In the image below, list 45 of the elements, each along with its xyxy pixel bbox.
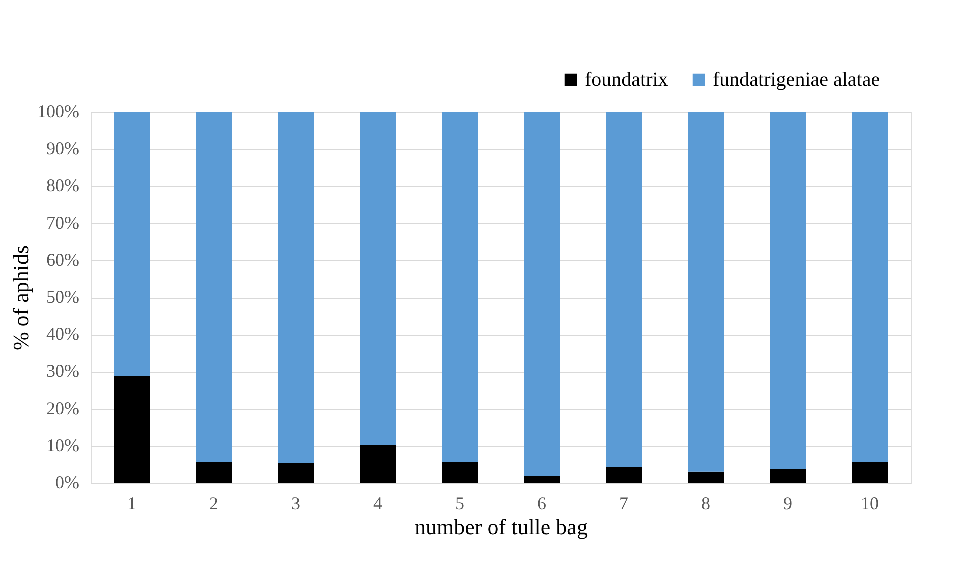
- x-tick-label: 2: [210, 494, 218, 514]
- y-tick-label: 40%: [46, 324, 80, 344]
- bar: [852, 112, 888, 462]
- x-tick-label: 7: [620, 494, 628, 514]
- y-tick-label: 80%: [46, 176, 80, 196]
- bar: [770, 469, 806, 483]
- y-tick-label: 30%: [46, 361, 80, 382]
- bar: [524, 476, 560, 483]
- legend-label: foundatrix: [585, 69, 668, 91]
- bar: [442, 112, 478, 462]
- x-tick-label: 4: [374, 494, 382, 514]
- y-tick-label: 0%: [56, 472, 80, 492]
- bar: [688, 472, 724, 483]
- y-tick-label: 90%: [46, 138, 80, 159]
- bar: [606, 112, 642, 468]
- bar: [852, 462, 888, 483]
- y-tick-label: 70%: [46, 212, 80, 233]
- y-tick-label: 50%: [46, 287, 80, 307]
- legend-label: fundatrigeniae alatae: [713, 69, 880, 91]
- y-tick-label: 10%: [46, 435, 80, 456]
- x-tick-label: 6: [538, 494, 546, 514]
- x-tick-label: 3: [292, 494, 300, 514]
- y-tick-label: 60%: [46, 250, 80, 270]
- x-tick-label: 1: [128, 494, 136, 514]
- bar: [360, 112, 396, 446]
- y-tick-label: 100%: [38, 102, 80, 122]
- bar: [770, 112, 806, 470]
- bar: [442, 462, 478, 483]
- bar: [606, 467, 642, 483]
- bar: [360, 446, 396, 483]
- bar: [278, 112, 314, 463]
- bar: [524, 112, 560, 476]
- bar: [196, 462, 232, 483]
- x-tick-label: 10: [861, 494, 879, 514]
- bar: [114, 376, 150, 483]
- bar: [688, 112, 724, 472]
- bar: [114, 112, 150, 377]
- x-axis-title: number of tulle bag: [415, 514, 588, 540]
- x-tick-label: 9: [784, 494, 792, 514]
- x-tick-label: 5: [456, 494, 464, 514]
- y-axis-title: % of aphids: [8, 245, 34, 351]
- bar: [278, 462, 314, 483]
- x-tick-label: 8: [702, 494, 710, 514]
- bar: [196, 112, 232, 462]
- y-tick-label: 20%: [46, 398, 80, 418]
